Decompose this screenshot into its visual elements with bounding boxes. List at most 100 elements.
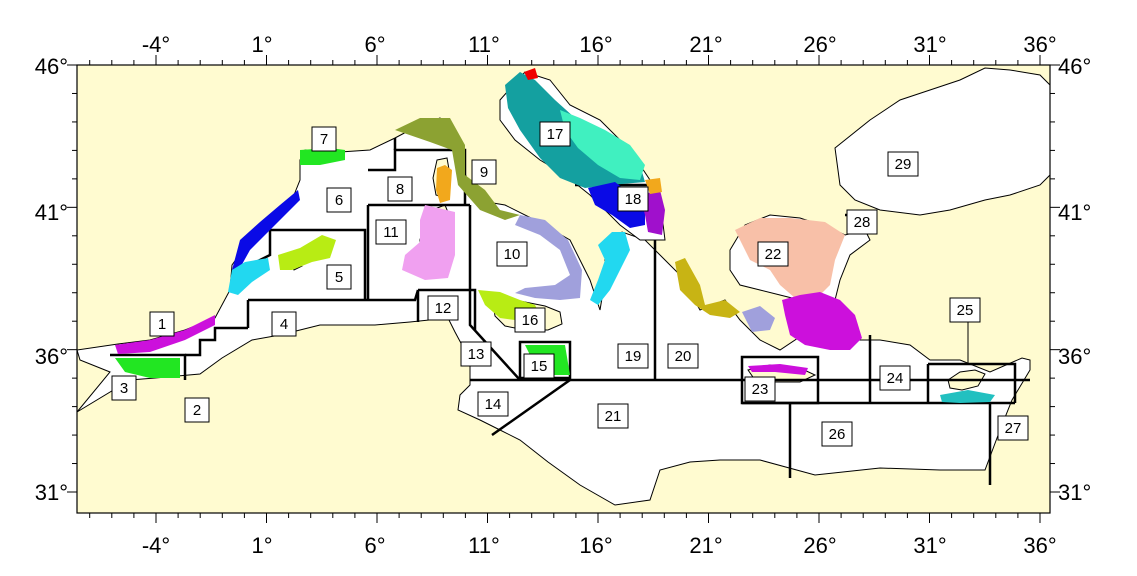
lon-label-bottom: 26° (803, 533, 836, 558)
lon-label-top: 31° (913, 32, 946, 57)
gsa-label-14: 14 (477, 391, 509, 417)
map-frame (76, 64, 1051, 514)
gsa-label-18: 18 (617, 186, 649, 212)
lon-labels-bottom: -4° 1° 6° 11° 16° 21° 26° 31° 36° (142, 533, 1057, 558)
svg-text:4: 4 (280, 316, 288, 333)
svg-text:25: 25 (957, 302, 974, 319)
cluster-gsa20 (675, 258, 740, 318)
gsa-label-1: 1 (149, 311, 175, 337)
sample-clusters (115, 68, 995, 403)
lon-label-bottom: 31° (913, 533, 946, 558)
svg-text:5: 5 (335, 269, 343, 286)
gsa-label-9: 9 (471, 159, 497, 185)
gsa-label-26: 26 (821, 421, 853, 447)
svg-text:23: 23 (752, 381, 769, 398)
lon-label-top: 1° (251, 32, 272, 57)
svg-text:22: 22 (765, 246, 782, 263)
gsa-label-27: 27 (997, 415, 1029, 441)
gsa-label-13: 13 (460, 341, 492, 367)
svg-text:29: 29 (895, 156, 912, 173)
svg-text:11: 11 (383, 224, 399, 241)
lat-label-left: 31° (35, 480, 68, 505)
gsa-labels: 1 2 3 4 5 6 7 8 9 10 11 12 13 14 15 16 1… (111, 121, 1029, 447)
svg-text:18: 18 (625, 191, 642, 208)
cluster-gsa6-blue (232, 190, 300, 270)
svg-text:10: 10 (504, 246, 521, 263)
gsa-label-15: 15 (523, 353, 555, 379)
svg-text:7: 7 (320, 131, 328, 148)
lon-label-top: 16° (579, 32, 612, 57)
cluster-gsa6-cyan (228, 258, 270, 295)
lat-labels-left: 46° 41° 36° 31° (35, 54, 68, 505)
cluster-gsa5 (278, 235, 336, 270)
cluster-gsa17-aqua (560, 110, 645, 180)
svg-text:21: 21 (605, 408, 622, 425)
cluster-gsa22-lavender (742, 306, 775, 332)
gsa-label-24: 24 (879, 365, 911, 391)
svg-text:9: 9 (480, 164, 488, 181)
gsa-label-2: 2 (184, 397, 210, 423)
svg-text:20: 20 (675, 348, 692, 365)
lat-label-right: 41° (1058, 200, 1091, 225)
svg-text:2: 2 (193, 402, 201, 419)
lon-label-bottom: 11° (468, 533, 500, 558)
lon-label-bottom: 16° (579, 533, 612, 558)
lon-label-top: 11° (468, 32, 500, 57)
lat-label-right: 31° (1058, 480, 1091, 505)
gsa-label-10: 10 (496, 241, 528, 267)
lon-label-top: 6° (364, 32, 385, 57)
gsa-label-8: 8 (387, 176, 413, 202)
lon-label-top: 36° (1023, 32, 1056, 57)
lon-label-top: 21° (689, 32, 722, 57)
lon-label-bottom: 6° (364, 533, 385, 558)
lon-label-bottom: 21° (689, 533, 722, 558)
svg-text:27: 27 (1005, 420, 1022, 437)
svg-text:24: 24 (887, 370, 904, 387)
gsa-label-12: 12 (427, 295, 459, 321)
svg-text:26: 26 (829, 426, 846, 443)
gsa-label-6: 6 (326, 187, 352, 213)
cluster-gsa19 (590, 232, 630, 305)
gsa-label-7: 7 (311, 126, 337, 152)
svg-text:12: 12 (435, 300, 452, 317)
cluster-gsa1 (115, 315, 215, 354)
svg-text:15: 15 (531, 358, 548, 375)
svg-text:14: 14 (485, 396, 502, 413)
cluster-gsa17-red (524, 68, 538, 80)
gsa-label-16: 16 (514, 307, 546, 333)
gsa-label-11: 11 (375, 219, 407, 245)
lon-label-bottom: -4° (142, 533, 170, 558)
lon-label-bottom: 1° (251, 533, 272, 558)
gsa-label-4: 4 (271, 311, 297, 337)
cluster-gsa10 (515, 215, 582, 300)
gsa-label-25: 25 (949, 297, 981, 323)
cluster-gsa7 (300, 148, 345, 165)
svg-text:3: 3 (120, 380, 128, 397)
svg-text:13: 13 (468, 346, 485, 363)
cluster-gsa11 (402, 205, 455, 280)
gsa-label-3: 3 (111, 375, 137, 401)
cluster-gsa18-blue (588, 182, 645, 228)
svg-text:19: 19 (625, 348, 642, 365)
cluster-gsa9 (395, 118, 520, 220)
lon-labels-top: -4° 1° 6° 11° 16° 21° 26° 31° 36° (142, 32, 1057, 57)
lon-label-top: -4° (142, 32, 170, 57)
lat-label-left: 41° (35, 200, 68, 225)
svg-text:28: 28 (854, 214, 871, 231)
svg-text:1: 1 (158, 316, 166, 333)
gsa-label-17: 17 (539, 121, 571, 147)
cluster-gsa23 (748, 364, 808, 375)
gsa-label-22: 22 (757, 241, 789, 267)
cluster-gsa25 (940, 390, 995, 403)
axis-ticks (67, 55, 1060, 523)
gsa-label-20: 20 (667, 343, 699, 369)
cluster-gsa9-orange (436, 165, 452, 203)
cluster-gsa3 (115, 358, 180, 378)
gsa-label-29: 29 (887, 151, 919, 177)
lon-label-bottom: 36° (1023, 533, 1056, 558)
lat-label-right: 36° (1058, 344, 1091, 369)
cluster-gsa22-magenta (782, 292, 862, 350)
cluster-gsa18-orange (645, 178, 662, 194)
svg-text:17: 17 (547, 126, 564, 143)
